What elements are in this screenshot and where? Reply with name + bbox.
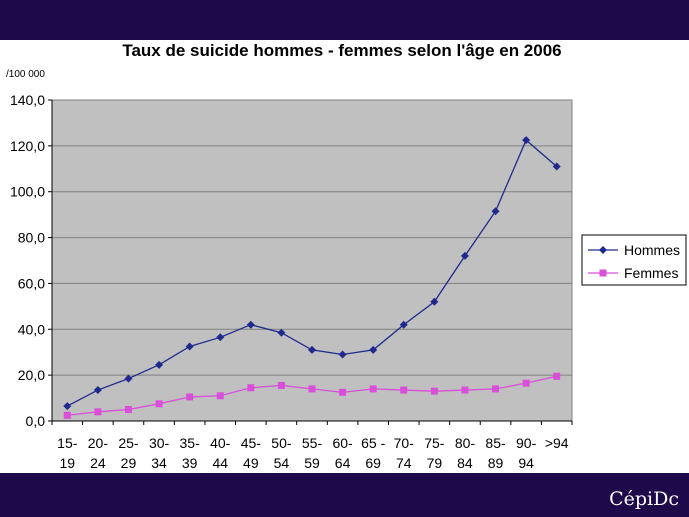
data-point bbox=[247, 384, 255, 392]
legend: Hommes Femmes bbox=[581, 234, 687, 286]
series-hommes bbox=[63, 136, 561, 411]
data-point bbox=[460, 251, 469, 260]
bottom-band bbox=[0, 473, 689, 517]
legend-item-hommes: Hommes bbox=[588, 242, 680, 258]
x-tick-label: 65 -69 bbox=[361, 435, 385, 471]
gridlines bbox=[52, 99, 572, 422]
legend-item-femmes: Femmes bbox=[588, 265, 678, 281]
data-point bbox=[492, 385, 500, 393]
x-axis-ticks: 15-19 20-24 25-29 30-34 35-39 40-44 45-49 50-54… bbox=[51, 421, 573, 471]
data-point bbox=[491, 207, 500, 216]
data-point bbox=[94, 408, 102, 416]
data-point bbox=[63, 411, 71, 419]
data-point bbox=[246, 320, 255, 329]
legend-label: Femmes bbox=[624, 265, 678, 281]
data-point bbox=[124, 374, 133, 383]
x-tick-label: 40-44 bbox=[210, 435, 231, 471]
data-point bbox=[185, 342, 194, 351]
data-point bbox=[124, 406, 132, 414]
y-tick-label: 80,0 bbox=[18, 230, 45, 246]
legend-marker bbox=[599, 269, 607, 277]
x-tick-label: 80-84 bbox=[455, 435, 476, 471]
data-point bbox=[308, 385, 316, 393]
data-point bbox=[93, 386, 102, 395]
y-tick-label: 120,0 bbox=[10, 138, 45, 154]
data-point bbox=[461, 386, 469, 394]
x-tick-label: 90-94 bbox=[516, 435, 537, 471]
y-tick-label: 0,0 bbox=[26, 413, 46, 429]
plot-area bbox=[51, 99, 573, 422]
data-point bbox=[522, 379, 530, 387]
y-axis-ticks: 0,0 20,0 40,0 60,0 80,0 100,0 120,0 140,0 bbox=[10, 92, 572, 429]
x-tick-label: 20-24 bbox=[88, 435, 109, 471]
data-point bbox=[552, 162, 561, 171]
legend-box bbox=[581, 234, 687, 286]
data-point bbox=[155, 360, 164, 369]
data-point bbox=[338, 350, 347, 359]
y-tick-label: 20,0 bbox=[18, 367, 45, 383]
data-point bbox=[400, 386, 408, 394]
top-band bbox=[0, 0, 689, 40]
data-point bbox=[277, 328, 286, 337]
x-tick-label: 45-49 bbox=[241, 435, 262, 471]
data-point bbox=[155, 400, 163, 408]
cepidc-logo: CépiDc bbox=[609, 488, 679, 510]
x-tick-label: 35-39 bbox=[180, 435, 201, 471]
x-tick-label: 25-29 bbox=[118, 435, 139, 471]
data-point bbox=[308, 345, 316, 354]
data-point bbox=[216, 333, 225, 342]
series-layer bbox=[63, 136, 561, 419]
data-point bbox=[430, 297, 439, 306]
x-tick-label: 85-89 bbox=[485, 435, 506, 471]
chart-title: Taux de suicide hommes - femmes selon l'… bbox=[122, 41, 561, 60]
plot-background bbox=[51, 99, 573, 422]
x-tick-label: 30-34 bbox=[149, 435, 170, 471]
y-tick-label: 140,0 bbox=[10, 92, 45, 108]
data-point bbox=[186, 393, 194, 401]
legend-label: Hommes bbox=[624, 242, 680, 258]
data-point bbox=[399, 320, 408, 329]
x-tick-label: 75-79 bbox=[424, 435, 445, 471]
x-tick-label: 55-59 bbox=[302, 435, 323, 471]
x-tick-label: 50-54 bbox=[271, 435, 292, 471]
data-point bbox=[369, 385, 377, 393]
y-tick-label: 40,0 bbox=[18, 321, 45, 337]
data-point bbox=[369, 345, 378, 354]
y-tick-label: 100,0 bbox=[10, 184, 45, 200]
x-tick-label: 15-19 bbox=[57, 435, 78, 471]
data-point bbox=[63, 402, 72, 411]
y-axis-unit-label: /100 000 bbox=[6, 69, 45, 80]
data-point bbox=[430, 387, 438, 395]
x-tick-label: >94 bbox=[545, 435, 569, 451]
data-point bbox=[277, 381, 285, 389]
data-point bbox=[216, 392, 224, 400]
legend-marker bbox=[599, 246, 607, 254]
x-tick-label: 70-74 bbox=[394, 435, 415, 471]
series-femmes bbox=[63, 372, 561, 419]
data-point bbox=[339, 388, 347, 396]
y-tick-label: 60,0 bbox=[18, 275, 45, 291]
data-point bbox=[553, 372, 561, 380]
x-tick-label: 60-64 bbox=[332, 435, 353, 471]
data-point bbox=[522, 136, 531, 145]
